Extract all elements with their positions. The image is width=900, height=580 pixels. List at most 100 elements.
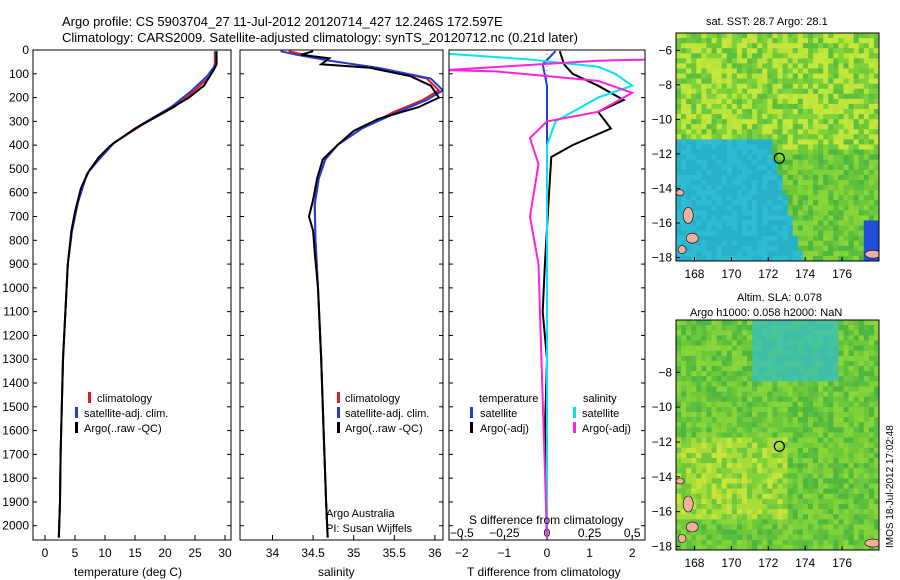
map-cell xyxy=(807,519,814,526)
map-cell xyxy=(813,53,819,59)
difference-top-xtick-label: 0.25 xyxy=(578,526,602,540)
map-cell xyxy=(686,164,692,171)
map-cell xyxy=(838,114,845,120)
map-cell xyxy=(772,129,779,135)
map-cell xyxy=(767,154,774,161)
map-cell xyxy=(676,200,682,206)
map-cell xyxy=(848,73,855,80)
map-cell xyxy=(823,220,829,227)
map-cell xyxy=(818,93,824,100)
map-cell xyxy=(676,437,682,444)
map-cell xyxy=(721,205,728,211)
map-cell xyxy=(797,391,804,398)
map-cell xyxy=(762,225,768,232)
map-cell xyxy=(762,386,768,393)
map-cell xyxy=(848,386,855,393)
map-cell xyxy=(863,509,870,515)
map-cell xyxy=(863,473,870,480)
map-cell xyxy=(858,215,865,222)
map-cell xyxy=(757,524,763,531)
map-cell xyxy=(818,225,824,232)
map-cell xyxy=(747,442,753,449)
map-cell xyxy=(782,124,789,130)
map-cell xyxy=(848,43,855,49)
map-cell xyxy=(686,422,692,428)
map-cell xyxy=(701,330,708,336)
map-cell xyxy=(777,114,784,120)
map-cell xyxy=(868,330,875,336)
map-cell xyxy=(782,509,789,515)
map-cell xyxy=(833,195,839,201)
map-cell xyxy=(807,498,814,505)
map-cell xyxy=(721,93,728,100)
map-cell xyxy=(736,345,743,352)
map-cell xyxy=(681,48,687,54)
map-cell xyxy=(711,524,718,531)
map-cell xyxy=(691,330,697,336)
map-cell xyxy=(838,360,845,367)
map-cell xyxy=(782,250,789,257)
map-cell xyxy=(731,88,738,95)
map-cell xyxy=(676,488,682,495)
map-cell xyxy=(843,154,850,161)
map-cell xyxy=(741,452,748,459)
map-cell xyxy=(833,63,839,70)
map-cell xyxy=(767,73,774,80)
map-cell xyxy=(823,43,829,49)
map-cell xyxy=(838,48,845,54)
map-cell xyxy=(701,68,708,75)
map-cell xyxy=(873,119,879,125)
map-cell xyxy=(858,154,865,161)
map-cell xyxy=(757,504,763,510)
map-cell xyxy=(757,437,763,444)
map-cell xyxy=(711,458,718,464)
map-cell xyxy=(853,179,860,186)
series-s-argo-adj- xyxy=(449,58,645,538)
map-cell xyxy=(823,350,829,357)
map-cell xyxy=(681,174,687,181)
map-cell xyxy=(797,381,804,388)
map-cell xyxy=(772,524,779,531)
map-cell xyxy=(706,144,713,151)
map-cell xyxy=(706,164,713,171)
map-cell xyxy=(782,498,789,505)
map-cell xyxy=(757,519,763,526)
map-cell xyxy=(813,442,819,449)
map-cell xyxy=(813,504,819,510)
map-cell xyxy=(752,366,758,372)
map-cell xyxy=(752,534,758,541)
map-cell xyxy=(823,534,829,541)
map-cell xyxy=(853,504,860,510)
map-cell xyxy=(792,53,799,59)
map-cell xyxy=(726,320,733,326)
map-cell xyxy=(701,544,708,550)
map-cell xyxy=(843,381,850,388)
map-cell xyxy=(736,154,743,161)
map-cell xyxy=(716,529,723,536)
map-cell xyxy=(681,345,687,352)
map-cell xyxy=(813,159,819,166)
map-cell xyxy=(858,144,865,151)
map-cell xyxy=(813,220,819,227)
map-cell xyxy=(696,452,702,459)
map-cell xyxy=(802,63,809,70)
map-cell xyxy=(838,524,845,531)
map-cell xyxy=(736,371,743,377)
map-cell xyxy=(701,406,708,413)
map-cell xyxy=(823,124,829,130)
map-cell xyxy=(726,144,733,151)
map-cell xyxy=(772,335,779,342)
map-cell xyxy=(696,539,702,546)
map-cell xyxy=(701,417,708,423)
map-cell xyxy=(823,376,829,382)
map-cell xyxy=(681,386,687,393)
sst_map-ytick-label: −6 xyxy=(658,43,672,57)
map-cell xyxy=(807,483,814,490)
map-cell xyxy=(747,376,753,382)
sla_map-ytick-label: −16 xyxy=(652,505,673,519)
map-cell xyxy=(843,230,850,237)
map-cell xyxy=(747,504,753,510)
map-cell xyxy=(858,119,865,125)
map-cell xyxy=(873,330,879,336)
map-cell xyxy=(716,422,723,428)
